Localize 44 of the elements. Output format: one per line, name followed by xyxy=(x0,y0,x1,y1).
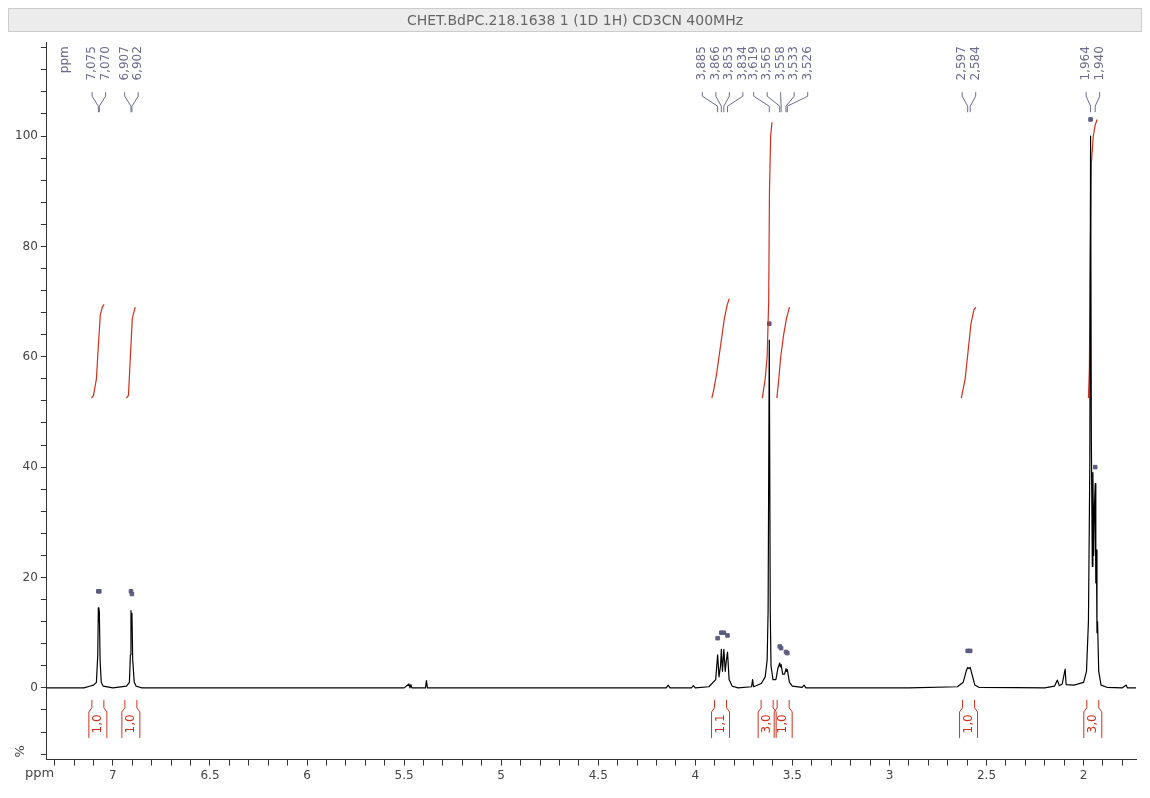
annotation: 3,834 xyxy=(734,46,749,81)
x-tick-label: 3 xyxy=(885,767,894,782)
annotation: 3,0 xyxy=(759,714,774,734)
annotation: 1,964 xyxy=(1078,46,1093,81)
annotation: 1,0 xyxy=(960,714,975,734)
annotation: 1,0 xyxy=(89,714,104,734)
y-tick-label: 60 xyxy=(22,348,38,363)
x-tick-label: 3.5 xyxy=(782,767,802,782)
y-tick-label: 80 xyxy=(22,238,38,253)
y-tick-label: 0 xyxy=(30,679,38,694)
x-tick-label: 6 xyxy=(303,767,311,782)
annotation: 3,526 xyxy=(799,46,814,81)
y-tick-label: 100 xyxy=(15,128,38,143)
annotation: 2,584 xyxy=(967,46,982,81)
annotation: 1,1 xyxy=(712,714,727,734)
annotation: 2,597 xyxy=(954,46,969,81)
y-axis-title: % xyxy=(12,745,28,758)
annotation: 1,940 xyxy=(1091,46,1106,81)
annotation: 3,885 xyxy=(694,46,709,81)
annotation: 3,565 xyxy=(759,46,774,81)
x-tick-label: 7 xyxy=(109,767,117,782)
annotation: 7,070 xyxy=(97,46,112,81)
annotation: 3,558 xyxy=(772,46,787,81)
annotation: ppm xyxy=(57,46,72,74)
annotation: 3,533 xyxy=(786,46,801,81)
annotation: 3,853 xyxy=(721,46,736,81)
x-tick-label: 4.5 xyxy=(588,767,608,782)
x-tick-label: 5.5 xyxy=(394,767,414,782)
y-tick-label: 40 xyxy=(22,459,38,474)
x-tick-label: 5 xyxy=(497,767,505,782)
x-axis-title: ppm xyxy=(24,765,55,781)
annotation: 3,866 xyxy=(707,46,722,81)
x-tick-label: 6.5 xyxy=(200,767,220,782)
y-tick-label: 20 xyxy=(22,569,38,584)
annotation: 3,0 xyxy=(1084,714,1099,734)
x-tick-label: 2.5 xyxy=(976,767,997,782)
chart-title: CHET.BdPC.218.1638 1 (1D 1H) CD3CN 400MHz xyxy=(8,8,1142,32)
annotation: 6,902 xyxy=(130,46,145,81)
annotation: 6,907 xyxy=(116,46,131,81)
annotation: 1,0 xyxy=(122,714,137,734)
x-tick-label: 4 xyxy=(691,767,700,782)
annotation: 7,075 xyxy=(84,46,99,81)
annotation: 1,0 xyxy=(775,714,790,734)
x-tick-label: 2 xyxy=(1079,767,1088,782)
